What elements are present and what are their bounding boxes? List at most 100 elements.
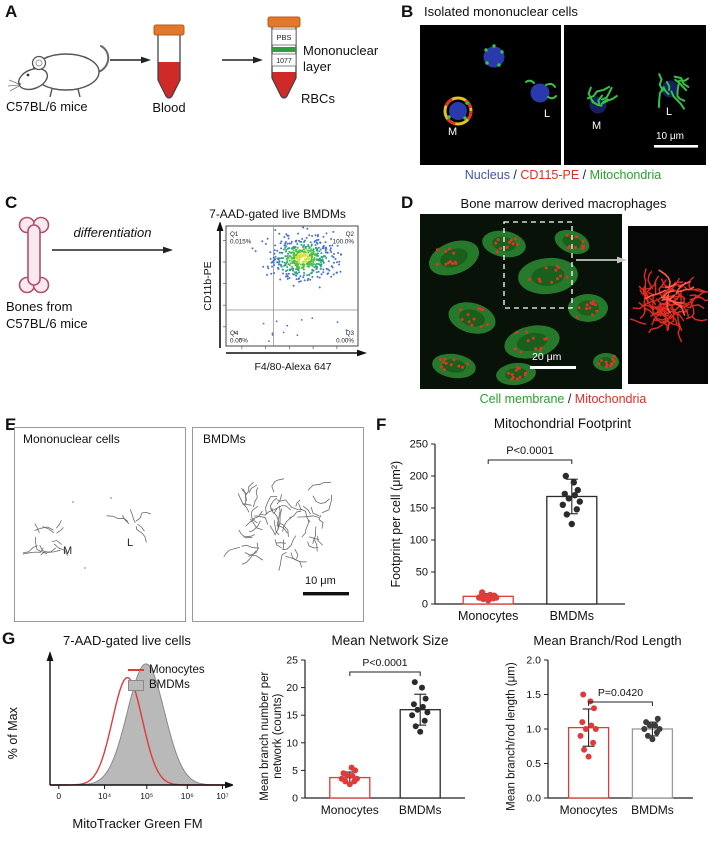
svg-text:2.0: 2.0 <box>526 655 541 667</box>
svg-text:1.5: 1.5 <box>526 689 541 701</box>
flow-cytometry-plot: Q10.015%Q2100.0%Q40.00%Q30.00%CD11b-PEF4… <box>202 222 367 373</box>
footprint-dot-plot: 0 50 100 150 200 250 Monocytes BMDMs P<0.0001 <box>410 439 625 623</box>
density-gradient-tube-illustration: PBS 1077 <box>267 16 301 99</box>
panel-g-label: G <box>2 629 16 648</box>
svg-text:0: 0 <box>422 599 428 611</box>
branch-length-dot-plot: 0.0 0.5 1.0 1.5 2.0 Monocytes BMDMs P=0.0420 <box>526 655 693 817</box>
histogram-y-axis-label: % of Max <box>5 707 20 760</box>
svg-text:BMDMs: BMDMs <box>550 609 594 623</box>
svg-text:10 μm: 10 μm <box>305 575 336 587</box>
panel-c-label: C <box>5 193 18 212</box>
svg-text:5: 5 <box>292 765 298 777</box>
svg-text:P<0.0001: P<0.0001 <box>506 445 553 457</box>
legend-row: BMDMs <box>128 679 205 691</box>
svg-text:P<0.0001: P<0.0001 <box>362 657 407 669</box>
panel-b-stain-legend: Nucleus / CD115-PE / Mitochondria <box>418 168 708 182</box>
macrophage-fluorescence-image: 20 μm <box>420 214 622 389</box>
flow-plot-title: 7-AAD-gated live BMDMs <box>209 207 346 221</box>
svg-text:M: M <box>448 126 457 138</box>
svg-text:10⁴: 10⁴ <box>98 791 111 801</box>
svg-text:0: 0 <box>292 793 298 805</box>
panel-b-title: Isolated mononuclear cells <box>424 4 578 19</box>
histogram-title: 7-AAD-gated live cells <box>63 633 191 648</box>
svg-text:100: 100 <box>410 535 428 547</box>
svg-text:0.015%: 0.015% <box>230 239 252 246</box>
svg-text:10⁷: 10⁷ <box>216 791 229 801</box>
legend-label: Monocytes <box>149 664 205 676</box>
skeleton-box-bmdm: 10 μm BMDMs <box>192 427 364 622</box>
svg-text:P=0.0420: P=0.0420 <box>598 687 643 699</box>
panel-d-stain-legend: Cell membrane / Mitochondria <box>418 392 708 406</box>
svg-text:1.0: 1.0 <box>526 724 541 736</box>
legend-part: CD115-PE <box>520 168 580 182</box>
legend-part: / <box>509 168 521 182</box>
svg-text:10 μm: 10 μm <box>656 131 684 142</box>
mononuclear-fluorescence-image-left: ML <box>420 25 561 165</box>
mouse-caption: C57BL/6 mice <box>6 99 88 114</box>
svg-text:200: 200 <box>410 471 428 483</box>
skeleton-box-left-title: Mononuclear cells <box>23 432 120 446</box>
svg-text:Q4: Q4 <box>230 330 239 337</box>
branch-length-y-axis-label: Mean branch/rod length (μm) <box>505 662 518 811</box>
svg-text:0: 0 <box>56 791 61 801</box>
svg-text:PBS: PBS <box>276 33 291 42</box>
mononuclear-fluorescence-image-right: M L 10 μm <box>564 25 706 165</box>
legend-part: Mitochondria <box>589 168 662 182</box>
mito-skeleton-mononuclear: ML <box>22 497 151 569</box>
svg-text:100.0%: 100.0% <box>333 239 355 246</box>
svg-text:10⁶: 10⁶ <box>181 791 194 801</box>
svg-text:0.0: 0.0 <box>526 793 541 805</box>
rbc-label: RBCs <box>301 91 335 106</box>
mitotracker-histogram: 0 10⁴ 10⁵ 10⁶ 10⁷ <box>46 651 233 801</box>
panel-b-label: B <box>401 2 414 21</box>
svg-text:Q2: Q2 <box>346 231 355 238</box>
arrow-right-icon <box>52 246 173 254</box>
bone-illustration <box>18 216 50 294</box>
svg-text:10⁵: 10⁵ <box>140 791 153 801</box>
svg-text:L: L <box>544 108 550 120</box>
svg-text:CD11b-PE: CD11b-PE <box>202 261 214 310</box>
footprint-chart-title: Mitochondrial Footprint <box>493 416 632 431</box>
svg-text:Monocytes: Monocytes <box>321 803 379 817</box>
histogram-x-axis-label: MitoTracker Green FM <box>72 816 203 831</box>
svg-text:Q1: Q1 <box>230 231 239 238</box>
mouse-illustration <box>7 45 110 98</box>
skeleton-box-right-title: BMDMs <box>203 432 246 446</box>
svg-text:15: 15 <box>286 710 298 722</box>
svg-text:M: M <box>592 120 601 132</box>
network-size-chart-title: Mean Network Size <box>331 633 449 648</box>
panel-d-title: Bone marrow derived macrophages <box>460 196 667 211</box>
svg-text:Monocytes: Monocytes <box>458 609 518 623</box>
mitochondria-zoom-image <box>628 226 708 384</box>
svg-text:250: 250 <box>410 439 428 451</box>
arrow-right-icon <box>222 56 263 64</box>
legend-part: / <box>579 168 590 182</box>
svg-text:20: 20 <box>286 682 298 694</box>
svg-text:0.00%: 0.00% <box>230 338 248 345</box>
panel-e-label: E <box>5 415 17 434</box>
blood-tube-caption: Blood <box>152 100 186 115</box>
blood-tube-illustration <box>153 24 185 99</box>
svg-text:L: L <box>127 537 133 549</box>
svg-text:Q3: Q3 <box>346 330 355 337</box>
bones-source-line2: C57BL/6 mice <box>6 316 88 331</box>
legend-label: BMDMs <box>149 679 190 691</box>
mito-skeleton-bmdm: 10 μm <box>223 478 349 596</box>
mononuclear-layer-label-2: layer <box>303 59 332 74</box>
svg-text:Monocytes: Monocytes <box>560 803 618 817</box>
svg-text:25: 25 <box>286 655 298 667</box>
svg-text:BMDMs: BMDMs <box>399 803 442 817</box>
svg-text:BMDMs: BMDMs <box>631 803 674 817</box>
svg-text:0.00%: 0.00% <box>336 338 354 345</box>
panel-f-label: F <box>376 415 387 434</box>
legend-part: Nucleus <box>464 168 510 182</box>
line-swatch-icon <box>128 669 144 671</box>
filled-swatch-icon <box>128 679 144 691</box>
svg-text:10: 10 <box>286 737 298 749</box>
legend-part: / <box>564 392 575 406</box>
arrow-right-icon <box>110 56 151 64</box>
network-size-dot-plot: 0 5 10 15 20 25 Monocytes BMDMs P<0.0001 <box>286 655 465 817</box>
svg-text:50: 50 <box>416 567 428 579</box>
